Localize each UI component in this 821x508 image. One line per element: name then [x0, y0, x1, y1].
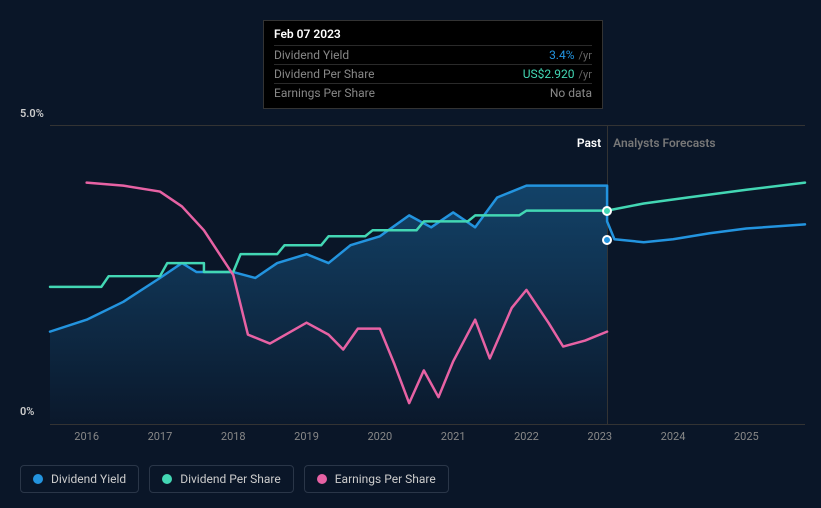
tooltip-metric-label: Earnings Per Share: [274, 86, 375, 100]
series-marker: [602, 235, 612, 245]
legend-item[interactable]: Earnings Per Share: [304, 465, 449, 493]
legend-swatch: [317, 474, 327, 484]
x-tick: 2024: [661, 430, 686, 443]
x-tick: 2025: [734, 430, 759, 443]
x-tick: 2019: [294, 430, 319, 443]
x-tick: 2018: [221, 430, 246, 443]
legend-swatch: [33, 474, 43, 484]
tooltip-metric-value: 3.4%/yr: [549, 48, 592, 62]
tooltip-row: Earnings Per Share No data: [274, 83, 592, 102]
chart-lines: [50, 126, 805, 424]
x-tick: 2017: [148, 430, 173, 443]
tooltip-row: Dividend Per Share US$2.920/yr: [274, 64, 592, 83]
chart-tooltip: Feb 07 2023 Dividend Yield3.4%/yrDividen…: [263, 20, 603, 109]
tooltip-metric-label: Dividend Yield: [274, 48, 349, 62]
plot-area[interactable]: Past Analysts Forecasts: [50, 125, 805, 425]
y-min-label: 0%: [20, 405, 34, 418]
chart-legend: Dividend Yield Dividend Per Share Earnings…: [20, 465, 449, 493]
y-max-label: 5.0%: [20, 107, 44, 120]
x-tick: 2016: [74, 430, 99, 443]
x-tick: 2022: [514, 430, 539, 443]
legend-label: Dividend Yield: [51, 472, 126, 486]
legend-item[interactable]: Dividend Yield: [20, 465, 139, 493]
legend-label: Earnings Per Share: [335, 472, 436, 486]
tooltip-date: Feb 07 2023: [274, 27, 592, 45]
x-tick: 2020: [367, 430, 392, 443]
x-tick: 2021: [441, 430, 466, 443]
tooltip-metric-value: No data: [550, 86, 592, 100]
legend-swatch: [162, 474, 172, 484]
x-tick: 2023: [587, 430, 612, 443]
legend-item[interactable]: Dividend Per Share: [149, 465, 294, 493]
x-axis: 2016 2017 2018 2019 2020 2021 2022 2023 2024 2025: [50, 430, 805, 450]
tooltip-metric-label: Dividend Per Share: [274, 67, 375, 81]
tooltip-metric-value: US$2.920/yr: [523, 67, 592, 81]
tooltip-row: Dividend Yield 3.4%/yr: [274, 45, 592, 64]
legend-label: Dividend Per Share: [180, 472, 281, 486]
series-marker: [602, 206, 612, 216]
